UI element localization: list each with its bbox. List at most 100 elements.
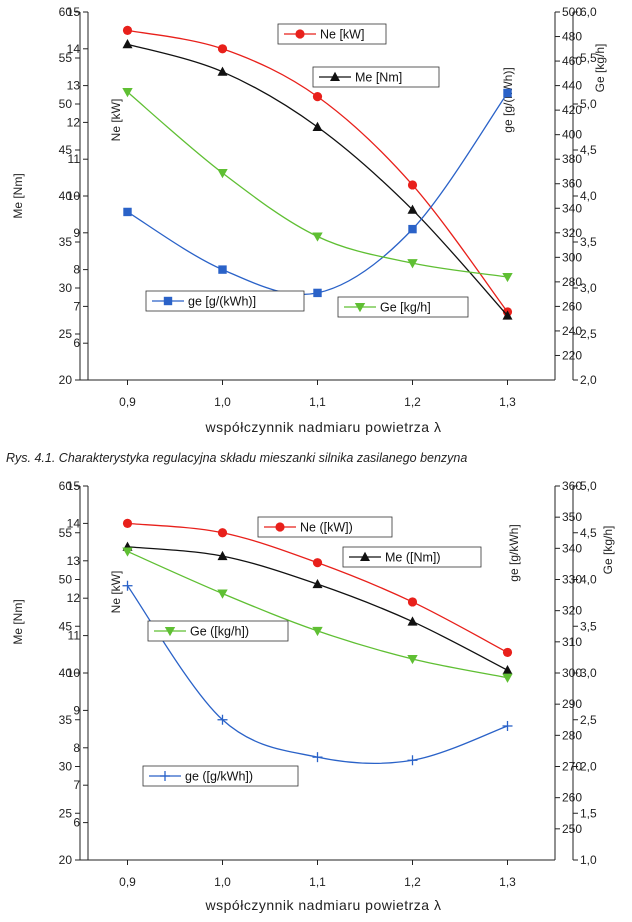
legend-marker <box>275 522 285 532</box>
data-point-ne <box>312 558 323 568</box>
data-point-Ge <box>217 169 228 179</box>
data-point-ge <box>217 714 228 725</box>
y-tick-label-ge: 260 <box>562 299 582 313</box>
legend-label: Ne [kW] <box>320 28 364 42</box>
chart-top: 0,9 1,0 1,1 1,2 1,3 współczynnik nadmiaru pow… <box>11 5 607 435</box>
y-tick-label-ge: 360 <box>562 479 582 493</box>
legend-item-Ge: Ge ([kg/h]) <box>147 620 289 642</box>
y-tick-label-Ge: 2,0 <box>580 373 597 387</box>
y-tick-label-ge: 320 <box>562 604 582 618</box>
y-tick-label-ge: 300 <box>562 666 582 680</box>
legend-item-me: Me ([Nm]) <box>342 546 482 568</box>
data-point-ge <box>312 752 323 763</box>
data-point-ge <box>123 207 132 217</box>
data-point-ge <box>408 224 417 234</box>
legend-label: Ne ([kW]) <box>300 521 353 535</box>
y-tick-label-Ge: 1,5 <box>580 806 597 820</box>
y-tick-label-ne: 14 <box>67 516 81 530</box>
y-tick-label-ge: 280 <box>562 728 582 742</box>
y-tick-label-ne: 10 <box>67 189 81 203</box>
legend-box <box>342 546 482 568</box>
y-tick-label-ne: 12 <box>67 591 81 605</box>
legend-item-Ge: Ge [kg/h] <box>337 296 469 318</box>
y-tick-label-ne: 6 <box>73 816 80 830</box>
legend-box <box>337 296 469 318</box>
y-tick-label-ge: 340 <box>562 201 582 215</box>
data-point-ge <box>122 580 133 591</box>
x-tick-label: 1,3 <box>499 395 516 409</box>
legend-marker <box>163 296 173 306</box>
legend-box <box>277 23 387 45</box>
y-tick-label-Ge: 2,5 <box>580 713 597 727</box>
y-tick-label-me: 55 <box>59 526 73 540</box>
data-point-ne <box>502 647 513 658</box>
y-tick-label-ne: 7 <box>73 778 80 792</box>
y-tick-label-ge: 400 <box>562 128 582 142</box>
y-tick-label-me: 20 <box>59 373 73 387</box>
y-tick-label-ne: 11 <box>68 629 81 643</box>
data-point-ge <box>218 265 227 274</box>
y-tick-label-ge: 380 <box>562 152 582 166</box>
legend-item-me: Me [Nm] <box>312 66 440 88</box>
legend-box <box>142 765 299 787</box>
y-tick-label-ne: 8 <box>73 741 80 755</box>
data-point-ne <box>217 528 228 538</box>
y-tick-label-Ge: 1,0 <box>580 853 597 867</box>
x-tick-label: 1,1 <box>309 395 326 409</box>
data-point-me <box>217 66 228 76</box>
series-ne <box>122 518 513 658</box>
data-point-me <box>122 39 133 49</box>
y-tick-label-ge: 220 <box>562 348 582 362</box>
series-ge <box>122 580 513 766</box>
data-point-ge <box>502 720 513 731</box>
data-point-me <box>407 616 418 626</box>
y-axis-label-me: Me [Nm] <box>11 173 25 218</box>
y-tick-label-me: 25 <box>59 327 73 341</box>
data-point-ne <box>312 92 323 102</box>
data-point-me <box>502 664 513 675</box>
legend-item-ne: Ne ([kW]) <box>257 516 393 538</box>
y-tick-label-me: 45 <box>59 619 73 633</box>
x-axis-label: współczynnik nadmiaru powietrza λ <box>205 897 442 913</box>
y-tick-label-ge: 480 <box>562 30 582 44</box>
data-point-Ge <box>122 547 133 557</box>
y-tick-label-ge: 330 <box>562 573 582 587</box>
data-point-Ge <box>502 272 513 283</box>
y-tick-label-Ge: 2,0 <box>580 760 597 774</box>
legend-box <box>147 620 289 642</box>
y-tick-label-me: 35 <box>59 713 73 727</box>
data-point-ne <box>122 25 133 35</box>
y-tick-label-ne: 10 <box>67 666 81 680</box>
figure-caption: Rys. 4.1. Charakterystyka regulacyjna sk… <box>6 451 467 465</box>
series-line-ge <box>126 585 508 765</box>
y-tick-label-ne: 12 <box>67 115 81 129</box>
y-tick-label-me: 20 <box>59 853 73 867</box>
y-axis-label-ge: ge [g/kWh] <box>507 524 521 581</box>
legend-label: Me ([Nm]) <box>385 551 441 565</box>
y-tick-label-ne: 11 <box>68 152 81 166</box>
data-point-me <box>502 310 513 320</box>
x-tick-label: 1,3 <box>499 875 516 889</box>
y-tick-label-Ge: 4,0 <box>580 573 597 587</box>
y-tick-label-ne: 7 <box>73 299 80 313</box>
y-tick-label-me: 60 <box>59 5 73 19</box>
legend-label: Ge ([kg/h]) <box>190 625 249 639</box>
y-tick-label-ne: 13 <box>67 79 81 93</box>
y-tick-label-ne: 6 <box>73 336 80 350</box>
y-tick-label-Ge: 4,0 <box>580 189 597 203</box>
y-tick-label-me: 60 <box>59 479 73 493</box>
data-point-Ge <box>312 232 323 242</box>
x-tick-label: 0,9 <box>119 875 136 889</box>
legend-label: ge ([g/kWh]) <box>185 770 253 784</box>
y-tick-label-ne: 14 <box>67 42 81 56</box>
y-tick-label-ge: 280 <box>562 275 582 289</box>
y-tick-label-ne: 15 <box>67 479 81 493</box>
series-me <box>122 541 513 675</box>
data-point-Ge <box>407 654 418 665</box>
data-point-ne <box>407 597 418 607</box>
x-tick-label: 1,2 <box>404 875 421 889</box>
y-tick-label-ge: 300 <box>562 250 582 264</box>
legend-box <box>257 516 393 538</box>
